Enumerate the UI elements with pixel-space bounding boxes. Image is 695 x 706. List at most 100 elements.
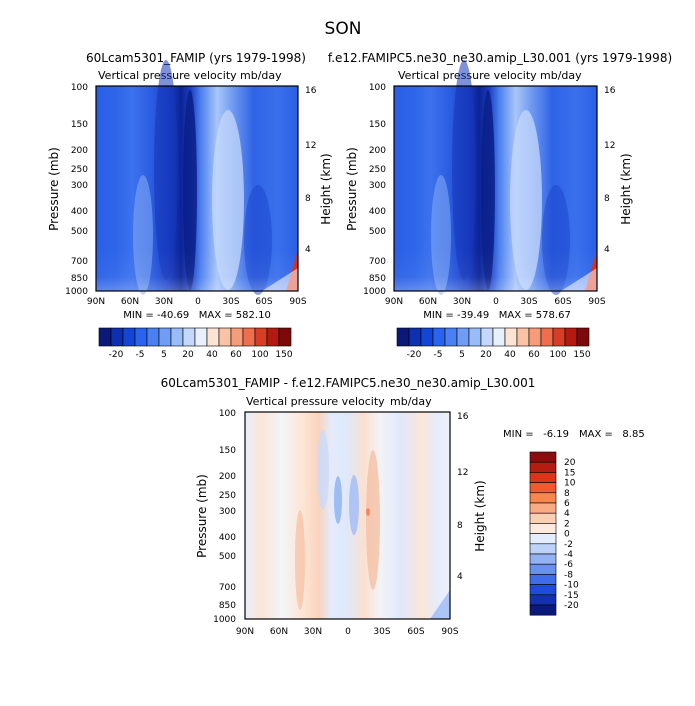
- colorbar-swatch: [456, 327, 470, 347]
- ytick-100: 100: [71, 83, 88, 93]
- colorbar-swatch: [480, 327, 494, 347]
- ytick-150: 150: [219, 446, 236, 456]
- plot-area: [393, 60, 598, 295]
- colorbar-swatch: [529, 512, 557, 524]
- xtick-90n: 90N: [385, 297, 403, 307]
- colorbar: -20 -5 5 20 40 60 100 150: [98, 327, 293, 360]
- colorbar-swatch: [420, 327, 434, 347]
- colorbar-label: 10: [564, 479, 576, 489]
- colorbar-swatch: [529, 461, 557, 473]
- colorbar-swatch: [146, 327, 160, 347]
- htick-4: 4: [305, 245, 311, 255]
- panel-title: 60Lcam5301_FAMIP (yrs 1979-1998): [86, 51, 306, 65]
- xtick-30n: 30N: [453, 297, 471, 307]
- htick-12: 12: [604, 141, 615, 151]
- htick-8: 8: [305, 194, 311, 204]
- variable-label: Vertical pressure velocity: [246, 395, 385, 408]
- colorbar-label: -5: [434, 350, 443, 360]
- ytick-850: 850: [219, 601, 236, 611]
- ytick-250: 250: [71, 165, 88, 175]
- min-max-stats: MIN = -39.49 MAX = 578.67: [423, 310, 571, 321]
- ytick-200: 200: [369, 146, 386, 156]
- ytick-500: 500: [71, 227, 88, 237]
- colorbar-label: 40: [206, 350, 218, 360]
- xtick-30s: 30S: [520, 297, 537, 307]
- plot-frame: [244, 411, 451, 620]
- ytick-300: 300: [71, 181, 88, 191]
- colorbar-label: 5: [161, 350, 167, 360]
- ytick-500: 500: [219, 552, 236, 562]
- colorbar-swatch: [529, 594, 557, 606]
- panel-model-b: f.e12.FAMIPC5.ne30_ne30.amip_L30.001 (yr…: [328, 51, 672, 360]
- colorbar-swatch: [266, 327, 280, 347]
- colorbar-swatch: [529, 533, 557, 545]
- y-axis-pressure: 100 150 200 250 300 400 500 700 850 1000…: [47, 83, 88, 297]
- colorbar-swatch: [170, 327, 184, 347]
- xtick-60n: 60N: [419, 297, 437, 307]
- colorbar-swatch: [432, 327, 446, 347]
- y-axis-height: 16 12 8 4 Height (km): [604, 86, 633, 255]
- contour-surface-layer: [96, 250, 298, 291]
- contour-band-30n: [154, 60, 178, 280]
- xtick-60s: 60S: [255, 297, 272, 307]
- colorbar-label: -6: [564, 560, 573, 570]
- colorbar-swatch: [529, 563, 557, 575]
- colorbar-label: 0: [564, 530, 570, 540]
- colorbar-label: -4: [564, 550, 573, 560]
- colorbar-label: -20: [407, 350, 422, 360]
- htick-12: 12: [457, 468, 468, 478]
- xtick-60s: 60S: [407, 627, 424, 637]
- colorbar-swatch: [230, 327, 244, 347]
- xtick-30s: 30S: [373, 627, 390, 637]
- colorbar-label: -20: [564, 601, 579, 611]
- units-label: mb/day: [390, 395, 432, 408]
- colorbar-label: 20: [564, 458, 576, 468]
- ytick-400: 400: [219, 533, 236, 543]
- colorbar-label: -8: [564, 570, 573, 580]
- colorbar-label: 150: [275, 350, 292, 360]
- colorbar-label: -20: [109, 350, 124, 360]
- colorbar-swatch: [206, 327, 220, 347]
- colorbar-label: 2: [564, 519, 570, 529]
- htick-4: 4: [604, 245, 610, 255]
- colorbar-label: 100: [251, 350, 268, 360]
- colorbar-swatch: [564, 327, 578, 347]
- colorbar-swatch: [396, 327, 410, 347]
- xtick-90s: 90S: [289, 297, 306, 307]
- ytick-300: 300: [219, 507, 236, 517]
- colorbar-label: -15: [564, 591, 579, 601]
- ytick-300: 300: [369, 181, 386, 191]
- panel-difference: 60Lcam5301_FAMIP - f.e12.FAMIPC5.ne30_ne…: [161, 376, 645, 637]
- colorbar-swatch: [98, 327, 112, 347]
- colorbar-label: 4: [564, 509, 570, 519]
- ytick-700: 700: [219, 583, 236, 593]
- contour-surface-layer: [394, 250, 597, 291]
- contour-antarctic-diff: [430, 590, 450, 619]
- y-axis-title: Pressure (mb): [195, 474, 209, 558]
- colorbar-label: -10: [564, 581, 579, 591]
- min-max-stats: MIN = -40.69 MAX = 582.10: [123, 310, 271, 321]
- contour-pos-core: [366, 508, 370, 516]
- xtick-90n: 90N: [87, 297, 105, 307]
- y-axis-right-title: Height (km): [619, 153, 633, 224]
- y-axis-pressure: 100 150 200 250 300 400 500 700 850 1000…: [345, 83, 386, 297]
- colorbar-swatch: [218, 327, 232, 347]
- y-axis-right-title: Height (km): [473, 480, 487, 551]
- contour-plume-south: [212, 110, 244, 290]
- xtick-30s: 30S: [222, 297, 239, 307]
- contour-pos-30n: [295, 510, 305, 610]
- colorbar-swatch: [529, 574, 557, 585]
- colorbar-label: 6: [564, 499, 570, 509]
- contour-antarctic-topo: [262, 268, 298, 291]
- ytick-250: 250: [369, 165, 386, 175]
- colorbar-swatch: [254, 327, 268, 347]
- contour-neg-eq-a: [334, 476, 342, 524]
- colorbar-swatch: [529, 451, 557, 463]
- ytick-850: 850: [71, 274, 88, 284]
- colorbar-swatch: [194, 327, 208, 347]
- plot-frame: [393, 85, 598, 292]
- ytick-250: 250: [219, 491, 236, 501]
- y-axis-pressure: 100 150 200 250 300 400 500 700 850 1000…: [195, 409, 236, 625]
- colorbar-label: 15: [564, 468, 575, 478]
